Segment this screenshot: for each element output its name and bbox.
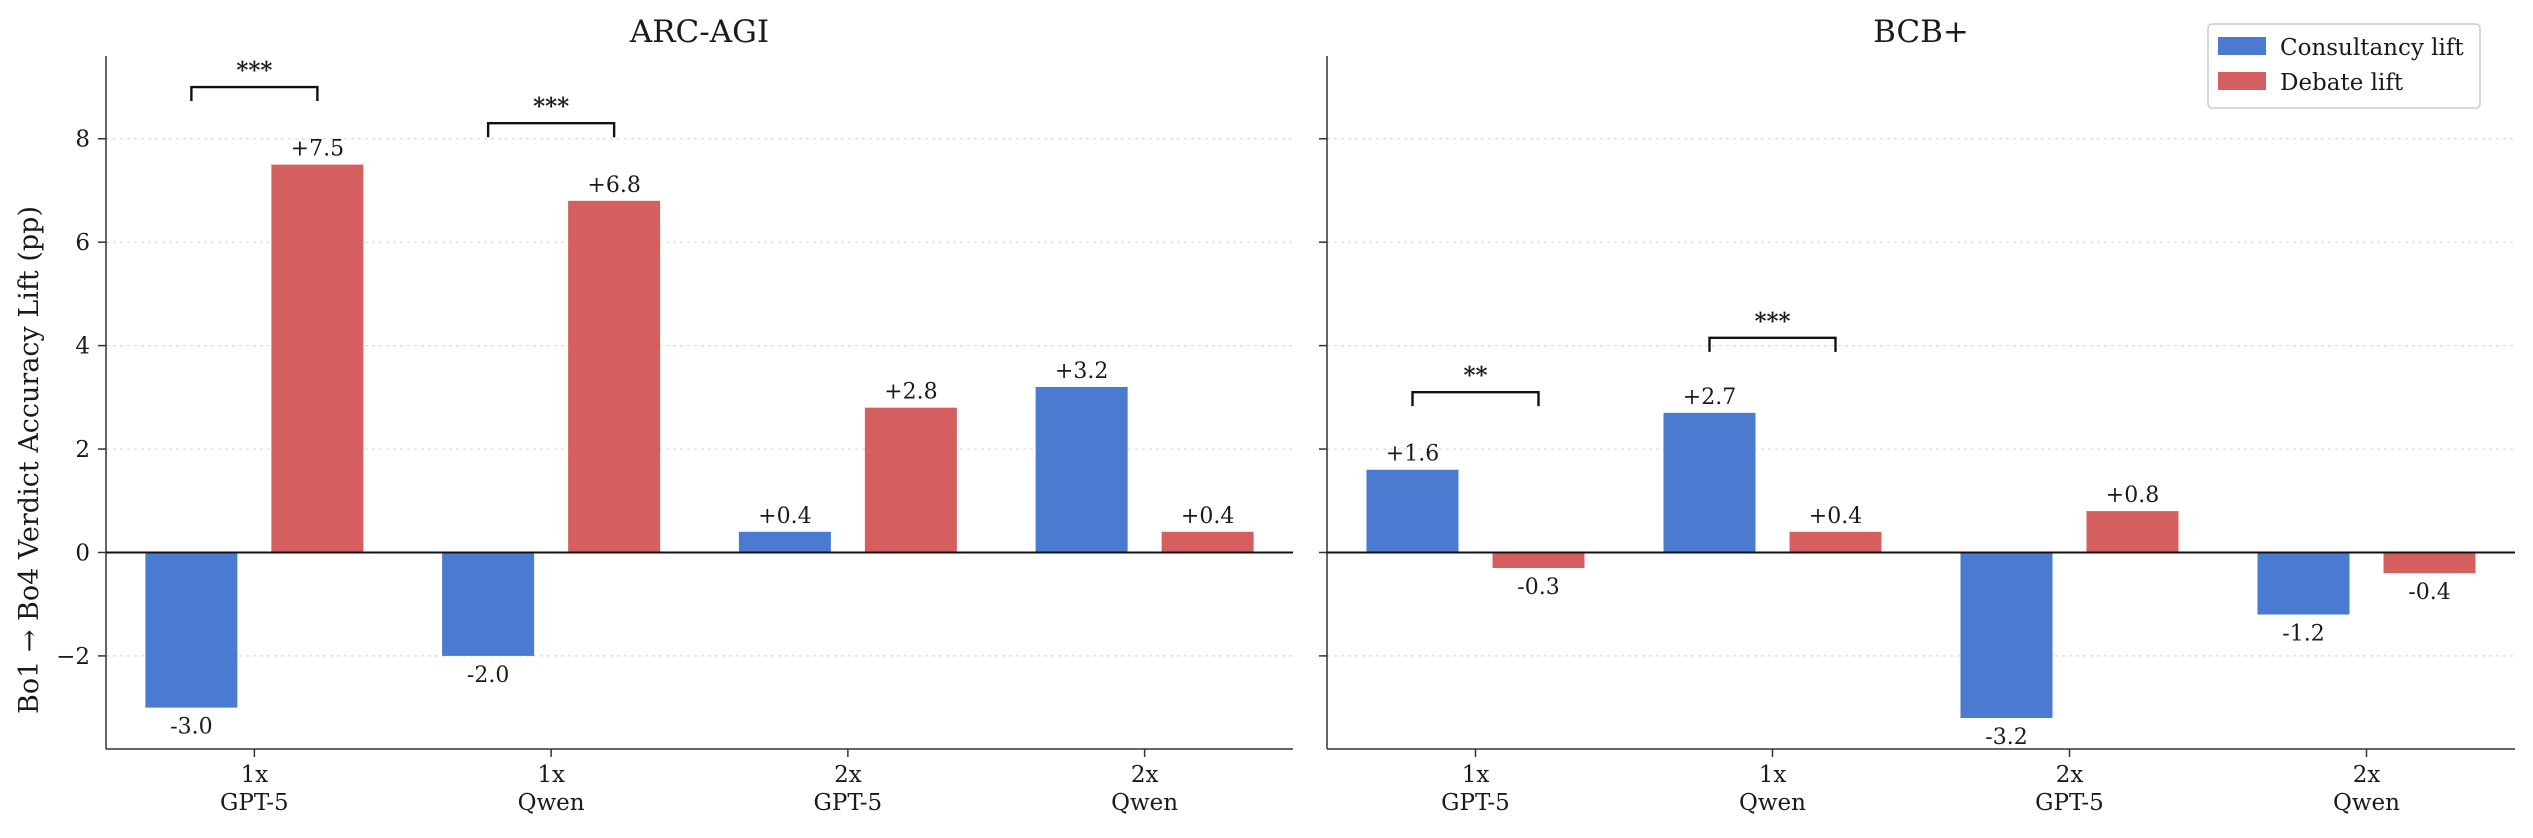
- bar: [1789, 531, 1882, 553]
- data-label: -3.0: [170, 715, 212, 740]
- category-label-line: GPT-5: [814, 790, 883, 816]
- category-label-line: Qwen: [1739, 790, 1806, 816]
- significance-label: ***: [1754, 308, 1790, 335]
- category-label: 1x Qwen: [1739, 762, 1806, 816]
- legend-label-debate: Debate lift: [2280, 70, 2404, 96]
- category-label-line: Qwen: [2333, 790, 2400, 816]
- category-label: 1x GPT-5: [220, 762, 289, 816]
- bar: [1366, 469, 1459, 553]
- y-tick-label: 4: [75, 334, 90, 360]
- y-tick-label: 8: [75, 127, 90, 153]
- significance-label: ***: [236, 57, 272, 84]
- category-label: 1x GPT-5: [1441, 762, 1510, 816]
- category-label-line: 2x: [1131, 762, 1159, 788]
- data-label: -2.0: [467, 663, 509, 688]
- significance-bracket: [1708, 336, 1837, 352]
- bar: [738, 531, 831, 553]
- category-label-line: Qwen: [1111, 790, 1178, 816]
- significance-bracket: [190, 85, 319, 102]
- category-label-line: 2x: [2056, 762, 2084, 788]
- category-label-line: 1x: [241, 762, 269, 788]
- data-label: +0.8: [2106, 483, 2159, 508]
- y-tick-label: 0: [75, 540, 90, 566]
- category-label-line: GPT-5: [1441, 790, 1510, 816]
- category-label-line: 1x: [1462, 762, 1490, 788]
- bar: [145, 552, 238, 708]
- category-label: 2x Qwen: [1111, 762, 1178, 816]
- data-label: +2.7: [1683, 385, 1736, 410]
- bar: [1492, 552, 1585, 568]
- category-label-line: 1x: [537, 762, 565, 788]
- category-label-line: Qwen: [518, 790, 585, 816]
- data-label: +0.4: [1809, 504, 1862, 529]
- data-label: -3.2: [1985, 725, 2027, 750]
- legend-frame: [2207, 23, 2481, 109]
- y-tick-label: 6: [75, 230, 90, 256]
- bar: [2383, 552, 2476, 574]
- category-label-line: 2x: [2353, 762, 2381, 788]
- category-label: 2x GPT-5: [2035, 762, 2104, 816]
- data-label: +1.6: [1386, 442, 1439, 467]
- category-label: 1x Qwen: [518, 762, 585, 816]
- category-label-line: GPT-5: [2035, 790, 2104, 816]
- data-label: +7.5: [291, 137, 344, 162]
- bar: [1960, 552, 2053, 718]
- bar: [1663, 412, 1756, 553]
- bar: [568, 200, 661, 553]
- bar: [271, 164, 364, 553]
- category-label: 2x GPT-5: [814, 762, 883, 816]
- significance-label: ***: [533, 93, 569, 120]
- bar: [1035, 386, 1128, 553]
- significance-bracket: [1411, 390, 1540, 407]
- data-label: +0.4: [758, 504, 811, 529]
- bar: [1161, 531, 1254, 553]
- category-label: 2x Qwen: [2333, 762, 2400, 816]
- data-label: -1.2: [2282, 622, 2324, 647]
- legend: Consultancy lift Debate lift: [2207, 23, 2481, 109]
- data-label: +0.4: [1181, 504, 1234, 529]
- bar: [864, 407, 957, 553]
- bar: [2086, 511, 2179, 553]
- significance-label: **: [1463, 362, 1487, 389]
- legend-label-consultancy: Consultancy lift: [2280, 35, 2464, 61]
- y-axis-label: Bo1 → Bo4 Verdict Accuracy Lift (pp): [14, 206, 45, 714]
- legend-swatch-debate: [2218, 72, 2266, 90]
- data-label: +2.8: [884, 380, 937, 405]
- category-label-line: GPT-5: [220, 790, 289, 816]
- significance-bracket: [486, 122, 616, 138]
- legend-swatch-consultancy: [2218, 37, 2266, 55]
- category-label-line: 2x: [834, 762, 862, 788]
- data-label: -0.4: [2408, 580, 2450, 605]
- category-label-line: 1x: [1759, 762, 1787, 788]
- panel-arc-agi: ARC-AGI −2 0 2 4 6 8 -3.0 -2.0 +0.4 +3.2 +7.5 +6.8 +2…: [56, 14, 1293, 816]
- y-tick-label: −2: [56, 644, 90, 670]
- data-label: +6.8: [587, 173, 640, 198]
- panel-bcb-plus: BCB++1.6+2.7-3.2-1.2-0.3+0.4+0.8-0.41x GP…: [1319, 14, 2515, 816]
- panel-title: BCB+: [1873, 14, 1969, 50]
- y-tick-label: 2: [75, 437, 90, 463]
- data-label: +3.2: [1055, 359, 1108, 384]
- bar: [442, 552, 535, 656]
- data-label: -0.3: [1517, 575, 1559, 600]
- bar: [2257, 552, 2350, 615]
- panel-title: ARC-AGI: [629, 14, 769, 50]
